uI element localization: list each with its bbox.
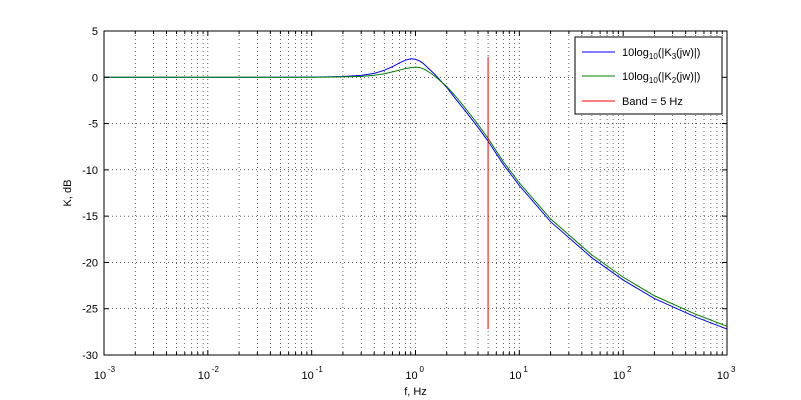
- legend-label-3: Band = 5 Hz: [622, 96, 683, 108]
- y-tick-label: -30: [82, 350, 98, 362]
- x-tick-exponent: -3: [108, 365, 116, 374]
- y-axis-label: K, dB: [62, 180, 74, 207]
- series-group: [104, 56, 728, 330]
- x-tick-label: 10-3: [94, 365, 116, 382]
- x-tick-label: 101: [509, 365, 528, 382]
- x-tick-exponent: 3: [731, 365, 736, 374]
- x-tick-exponent: -2: [212, 365, 220, 374]
- series-line-2: [104, 66, 728, 327]
- x-tick-base: 10: [509, 370, 521, 382]
- y-tick-label: -15: [82, 211, 98, 223]
- series-line-1: [104, 58, 728, 330]
- legend-label-2: 10log10(|K2(jw)|): [622, 71, 700, 85]
- x-axis-label: f, Hz: [404, 386, 427, 398]
- x-tick-exponent: 1: [523, 365, 528, 374]
- x-tick-base: 10: [94, 370, 106, 382]
- x-tick-base: 10: [717, 370, 729, 382]
- x-tick-base: 10: [613, 370, 625, 382]
- x-tick-label: 100: [405, 365, 424, 382]
- y-tick-label: -10: [82, 165, 98, 177]
- x-tick-base: 10: [405, 370, 417, 382]
- x-tick-label: 10-2: [198, 365, 220, 382]
- legend: 10log10(|K3(jw)|) 10log10(|K2(jw)|) Band =…: [574, 36, 723, 115]
- x-tick-label: 103: [717, 365, 736, 382]
- y-tick-label: 5: [92, 26, 98, 38]
- x-tick-exponent: 0: [420, 365, 425, 374]
- y-tick-label: -5: [88, 119, 98, 131]
- y-tick-label: -20: [82, 257, 98, 269]
- x-tick-exponent: -1: [316, 365, 324, 374]
- y-tick-label: -25: [82, 304, 98, 316]
- x-tick-base: 10: [302, 370, 314, 382]
- x-tick-exponent: 2: [627, 365, 632, 374]
- tick-labels: 50-5-10-15-20-25-3010-310-210-1100101102…: [82, 26, 736, 382]
- x-tick-label: 10-1: [302, 365, 324, 382]
- x-tick-label: 102: [613, 365, 632, 382]
- legend-label-1: 10log10(|K3(jw)|): [622, 47, 700, 61]
- ticks: [104, 31, 727, 355]
- y-tick-label: 0: [92, 72, 98, 84]
- x-tick-base: 10: [198, 370, 210, 382]
